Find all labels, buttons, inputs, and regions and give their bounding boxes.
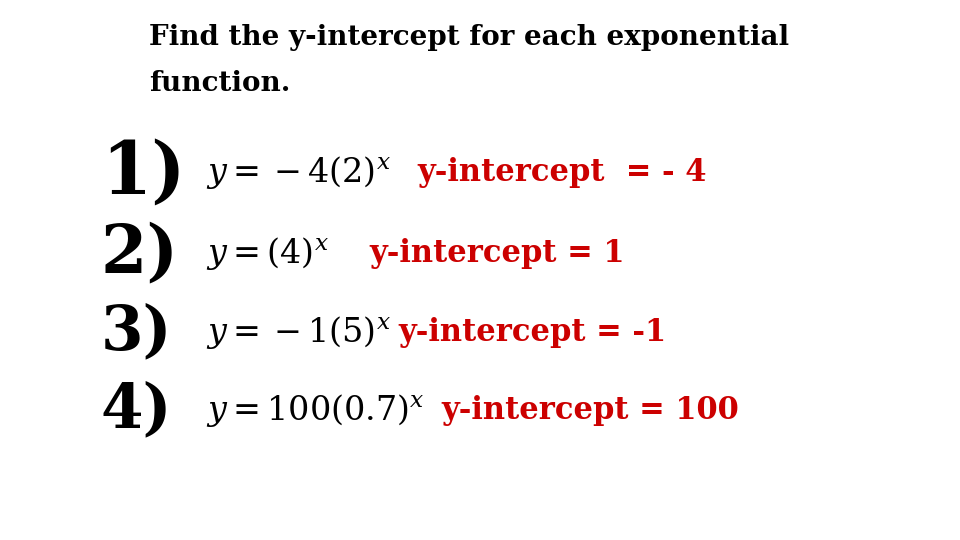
Text: $y=-1(5)^x$: $y=-1(5)^x$ bbox=[206, 314, 392, 350]
Text: $y=(4)^x$: $y=(4)^x$ bbox=[206, 235, 329, 272]
Text: 4): 4) bbox=[101, 380, 172, 441]
Text: 2): 2) bbox=[101, 221, 179, 286]
Text: 1): 1) bbox=[101, 137, 185, 208]
Text: Find the y-intercept for each exponential: Find the y-intercept for each exponentia… bbox=[149, 24, 789, 51]
Text: y-intercept = 1: y-intercept = 1 bbox=[370, 238, 625, 269]
Text: y-intercept  = - 4: y-intercept = - 4 bbox=[418, 157, 708, 188]
Text: $y=-4(2)^x$: $y=-4(2)^x$ bbox=[206, 154, 392, 191]
Text: function.: function. bbox=[149, 70, 290, 97]
Text: y-intercept = 100: y-intercept = 100 bbox=[442, 395, 739, 426]
Text: 3): 3) bbox=[101, 302, 172, 362]
Text: $y=100(0.7)^x$: $y=100(0.7)^x$ bbox=[206, 392, 425, 429]
Text: y-intercept = -1: y-intercept = -1 bbox=[398, 316, 666, 348]
